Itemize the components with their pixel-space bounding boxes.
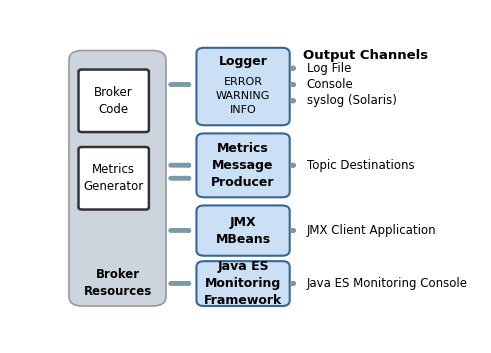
Text: Log File: Log File bbox=[307, 62, 351, 75]
Text: Logger: Logger bbox=[218, 55, 268, 67]
Text: syslog (Solaris): syslog (Solaris) bbox=[307, 94, 397, 107]
Text: Java ES
Monitoring
Framework: Java ES Monitoring Framework bbox=[204, 260, 282, 307]
Text: ERROR
WARNING
INFO: ERROR WARNING INFO bbox=[216, 77, 270, 115]
Text: Topic Destinations: Topic Destinations bbox=[307, 159, 414, 172]
Text: JMX Client Application: JMX Client Application bbox=[307, 224, 436, 237]
FancyBboxPatch shape bbox=[69, 50, 166, 306]
FancyBboxPatch shape bbox=[79, 147, 149, 210]
FancyBboxPatch shape bbox=[196, 133, 290, 197]
Text: Metrics
Generator: Metrics Generator bbox=[83, 163, 144, 193]
Text: Output Channels: Output Channels bbox=[303, 49, 428, 62]
Text: Broker
Code: Broker Code bbox=[94, 86, 133, 116]
FancyBboxPatch shape bbox=[196, 261, 290, 306]
FancyBboxPatch shape bbox=[79, 70, 149, 132]
Text: Metrics
Message
Producer: Metrics Message Producer bbox=[211, 142, 275, 189]
FancyBboxPatch shape bbox=[196, 48, 290, 125]
Text: JMX
MBeans: JMX MBeans bbox=[216, 216, 271, 246]
Text: Broker
Resources: Broker Resources bbox=[83, 268, 152, 298]
FancyBboxPatch shape bbox=[196, 205, 290, 256]
Text: Console: Console bbox=[307, 78, 354, 91]
Text: Java ES Monitoring Console: Java ES Monitoring Console bbox=[307, 277, 468, 290]
